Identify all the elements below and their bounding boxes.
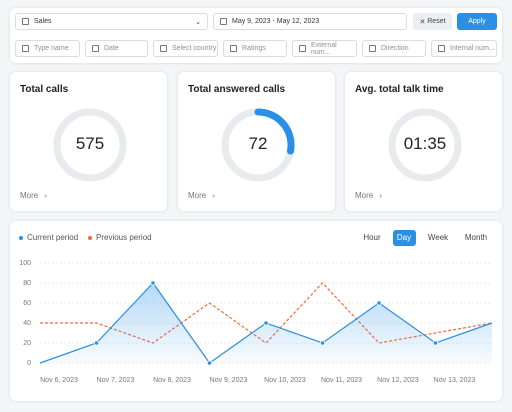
card-title: Total answered calls (188, 84, 286, 95)
point (206, 360, 213, 366)
ring (221, 108, 295, 182)
ring-progress (254, 108, 295, 155)
field-label: Direction (381, 45, 409, 52)
icon (230, 45, 237, 52)
filter-bar: Sales ⌄ May 9, 2023 - May 12, 2023 ✕ Rese… (10, 8, 502, 63)
icon (160, 45, 167, 52)
period-toggle[interactable]: Hour (363, 233, 381, 242)
field-label: External num... (311, 41, 337, 56)
x-tick-label: Nov 7, 2023 (97, 377, 135, 384)
icon (22, 45, 29, 52)
more-link[interactable]: More › (188, 191, 215, 200)
period-toggle[interactable]: Week (428, 233, 449, 242)
x-tick-label: Nov 11, 2023 (321, 377, 362, 384)
y-tick-label: 80 (23, 280, 31, 287)
field-label: Select country (172, 45, 217, 52)
x-tick-label: Nov 10, 2023 (264, 377, 306, 384)
y-tick-label: 40 (23, 320, 31, 327)
point (263, 320, 269, 326)
period-toggle[interactable]: Month (465, 233, 487, 242)
point (319, 340, 326, 346)
point (432, 340, 439, 346)
ring-track (53, 108, 127, 182)
more-link[interactable]: More › (355, 191, 382, 200)
more-text: More (20, 191, 39, 200)
filter-field[interactable]: Type name (15, 40, 80, 57)
stat-card: Total calls 575 More › (10, 72, 167, 211)
legend-swatch (19, 236, 23, 240)
legend-label: Previous period (96, 233, 152, 242)
team-select[interactable]: Sales ⌄ (15, 13, 208, 30)
filter-field[interactable]: Ratings (223, 40, 287, 57)
x-tick-label: Nov 13, 2023 (434, 377, 476, 384)
reset-label: ✕ (419, 18, 428, 26)
filter-field[interactable]: External num... (292, 40, 357, 57)
more-link[interactable]: More › (20, 191, 47, 200)
x-tick-label: Nov 12, 2023 (377, 377, 419, 384)
x-tick-label: Nov 8, 2023 (153, 377, 191, 384)
field-label: Type name (34, 45, 69, 52)
card-title: Avg. total talk time (355, 84, 444, 95)
field-label: Ratings (242, 45, 266, 52)
point (150, 280, 156, 286)
x-tick-label: Nov 9, 2023 (210, 377, 248, 384)
period-active-bg (393, 230, 416, 246)
chevron: › (44, 191, 47, 200)
more-text: More (355, 191, 374, 200)
stat-card: Avg. total talk time 01:35 More › (345, 72, 502, 211)
y-tick-label: 0 (27, 360, 31, 367)
y-tick-label: 60 (23, 300, 31, 307)
more-text: More (188, 191, 207, 200)
point (376, 300, 382, 306)
card-title: Total calls (20, 84, 69, 95)
icon (299, 45, 306, 52)
chevron: ⌄ (195, 18, 201, 26)
card-value: 72 (248, 134, 268, 153)
apply-button[interactable]: Apply (457, 13, 497, 30)
field-label: Date (104, 45, 119, 52)
team: Sales (34, 18, 52, 25)
y-tick-label: 20 (23, 340, 31, 347)
period-toggle[interactable]: Day (397, 233, 411, 242)
date-range-text: May 9, 2023 - May 12, 2023 (232, 18, 320, 25)
field-label: Internal num... (450, 45, 495, 52)
card-value: 575 (75, 134, 105, 153)
ring-track (388, 108, 462, 182)
chevron: › (379, 191, 382, 200)
filter-field[interactable]: Date (85, 40, 148, 57)
chevron: › (212, 191, 215, 200)
filter-field[interactable]: Select country (153, 40, 218, 57)
date-range[interactable]: May 9, 2023 - May 12, 2023 (213, 13, 407, 30)
ring (53, 108, 127, 182)
filter-field[interactable]: Direction (362, 40, 426, 57)
x-tick-label: Nov 6, 2023 (40, 377, 78, 384)
icon (92, 45, 99, 52)
icon (22, 18, 29, 25)
icon (220, 18, 227, 25)
icon (438, 45, 445, 52)
ring (388, 108, 462, 182)
point (93, 340, 100, 346)
filter-field[interactable]: Internal num... (431, 40, 497, 57)
legend-swatch (88, 236, 92, 240)
icon (369, 45, 376, 52)
y-tick-label: 100 (19, 260, 31, 267)
legend-label: Current period (27, 233, 78, 242)
reset-text: Reset (427, 18, 446, 25)
stat-card: Total answered calls 72 More › (178, 72, 335, 211)
reset-button[interactable]: ✕ Reset (413, 13, 452, 30)
card-value: 01:35 (403, 134, 447, 153)
chart-panel (10, 221, 502, 401)
